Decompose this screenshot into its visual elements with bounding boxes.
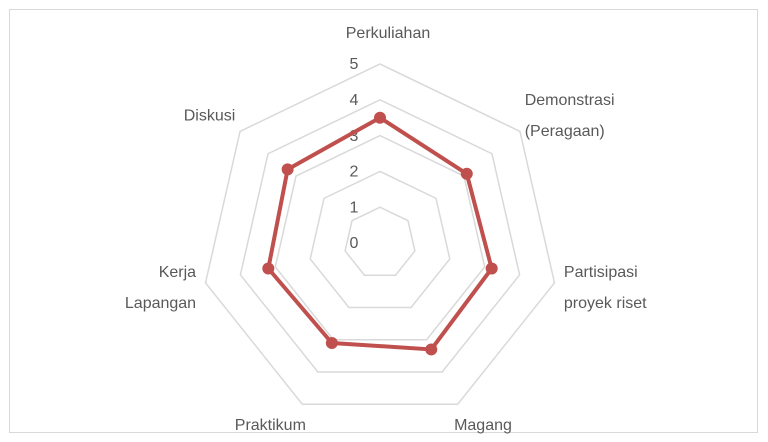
- marker: [281, 163, 294, 176]
- tick-label: 1: [350, 199, 359, 216]
- axis-label: Partisipasi: [564, 264, 638, 281]
- marker: [325, 336, 338, 349]
- axis-label: proyek riset: [564, 295, 647, 312]
- tick-label: 3: [350, 128, 359, 145]
- tick-label: 4: [350, 92, 359, 109]
- marker: [262, 262, 275, 275]
- chart-frame: [9, 9, 758, 433]
- axis-label: (Peragaan): [525, 123, 605, 140]
- marker: [460, 167, 473, 180]
- axis-label: Praktikum: [235, 417, 306, 434]
- marker: [425, 343, 438, 356]
- grid-line: [204, 63, 556, 406]
- tick-label: 5: [350, 56, 359, 73]
- axis-label: Magang: [454, 417, 512, 434]
- grid-line: [344, 206, 416, 277]
- tick-label: 2: [350, 164, 359, 181]
- axis-label: Diskusi: [184, 108, 236, 125]
- tick-label: 0: [350, 235, 359, 252]
- grid-line: [309, 170, 451, 309]
- axis-label: Demonstrasi: [525, 92, 615, 109]
- series-line: [266, 115, 494, 352]
- grid-line: [274, 134, 486, 341]
- grid-line: [239, 98, 521, 373]
- marker: [374, 111, 386, 124]
- axis-label: Perkuliahan: [346, 25, 431, 42]
- marker: [485, 262, 498, 275]
- axis-label: Lapangan: [125, 295, 196, 312]
- axis-label: Kerja: [159, 264, 196, 281]
